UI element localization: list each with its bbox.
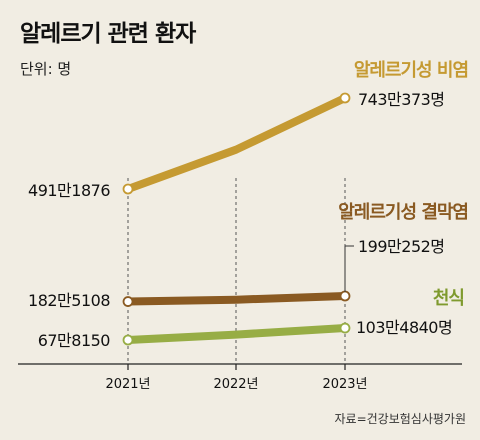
end-value-conjunctivitis: 199만252명 <box>358 237 445 256</box>
end-value-asthma: 103만4840명 <box>356 318 452 337</box>
series-name-rhinitis: 알레르기성 비염 <box>354 60 468 81</box>
source-note: 자료=건강보험심사평가원 <box>334 412 467 426</box>
data-point-conjunctivitis <box>339 290 351 302</box>
data-point-asthma <box>122 334 134 346</box>
chart-title: 알레르기 관련 환자 <box>20 21 196 47</box>
x-tick-label: 2021년 <box>105 377 150 392</box>
unit-label: 단위: 명 <box>20 60 72 78</box>
start-value-conjunctivitis: 182만5108 <box>28 291 110 310</box>
series-name-conjunctivitis: 알레르기성 결막염 <box>338 202 468 223</box>
series-line-asthma <box>124 324 349 344</box>
start-value-rhinitis: 491만1876 <box>28 181 110 200</box>
series-line-conjunctivitis <box>124 292 349 306</box>
data-point-rhinitis <box>122 183 134 195</box>
data-point-rhinitis <box>339 92 351 104</box>
series-name-asthma: 천식 <box>433 288 464 309</box>
data-point-conjunctivitis <box>122 296 134 307</box>
x-tick-label: 2022년 <box>213 377 258 392</box>
series-line-rhinitis <box>124 94 349 193</box>
x-tick-label: 2023년 <box>322 377 367 392</box>
end-value-rhinitis: 743만373명 <box>358 90 445 109</box>
start-value-asthma: 67만8150 <box>38 331 111 350</box>
leader-line-conjunctivitis <box>344 245 354 292</box>
data-point-asthma <box>339 322 351 334</box>
